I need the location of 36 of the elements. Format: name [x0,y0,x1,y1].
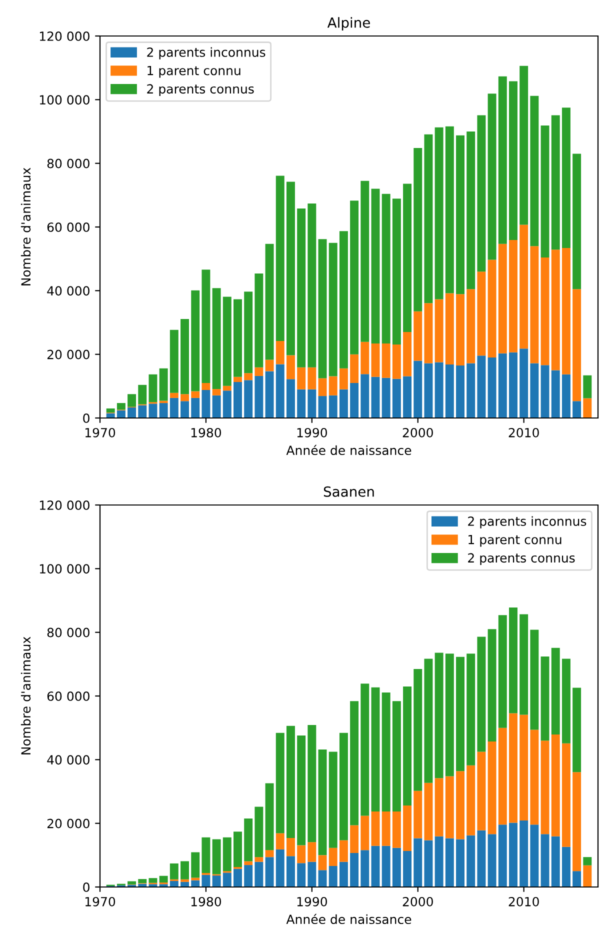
chart-title: Saanen [324,486,374,497]
y-axis-title: Nombre d'animaux [20,636,31,754]
y-tick-label: 20 000 [47,350,90,360]
y-tick-label: 80 000 [47,158,90,168]
y-tick-label: 120 000 [40,31,90,41]
legend-label: 1 parent connu [468,534,562,547]
x-tick-label: 1970 [85,428,116,438]
x-axis-title: Année de naissance [286,444,412,456]
legend-label: 2 parents inconnus [147,47,266,60]
legend-label: 1 parent connu [148,66,240,78]
x-axis-title: Année de naissance [286,914,412,924]
legend-label: 2 parents connus [147,84,254,96]
x-tick-label: 1980 [191,896,222,906]
x-tick-label: 1980 [191,428,222,438]
x-tick-label: 1990 [297,896,327,906]
y-tick-label: 40 000 [47,286,90,296]
y-tick-label: 100 000 [40,95,90,105]
x-tick-label: 1970 [85,896,116,906]
y-axis-title: Nombre d'animaux [20,168,31,286]
x-tick-label: 1990 [297,428,327,438]
y-tick-label: 60 000 [47,691,90,701]
y-tick-label: 0 [83,882,90,892]
y-tick-label: 120 000 [40,500,90,510]
x-tick-label: 2000 [402,428,433,438]
y-tick-label: 100 000 [40,564,90,574]
y-tick-label: 0 [83,413,90,423]
legend-label: 2 parents connus [468,553,575,566]
legend-label: 2 parents inconnus [468,516,586,528]
x-tick-label: 2000 [402,896,433,906]
y-tick-label: 60 000 [47,222,90,232]
x-tick-label: 2010 [508,428,539,438]
y-tick-label: 80 000 [47,628,90,638]
chart-title: Alpine [327,17,370,31]
y-tick-label: 20 000 [47,818,90,828]
x-tick-label: 2010 [508,896,539,906]
y-tick-label: 40 000 [47,755,90,765]
